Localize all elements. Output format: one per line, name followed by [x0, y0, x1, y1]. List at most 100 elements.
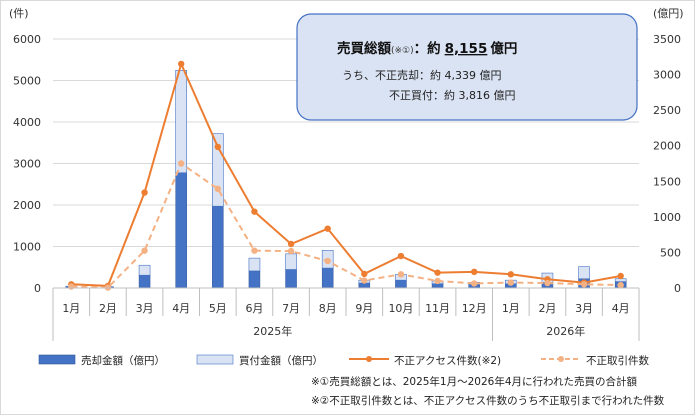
x-tick-label-4: 5月	[209, 302, 227, 315]
right-tick-label-2: 1000	[653, 211, 681, 224]
bar-buy-15	[614, 278, 627, 282]
x-tick-label-5: 6月	[245, 302, 263, 315]
left-tick-label-5: 5000	[13, 75, 41, 88]
point-trade-12	[507, 279, 515, 286]
left-tick-label-6: 6000	[13, 33, 41, 46]
left-tick-label-1: 1000	[13, 241, 41, 254]
bar-sell-9	[395, 279, 407, 289]
x-tick-label-14: 3月	[575, 302, 593, 315]
left-tick-label-2: 2000	[13, 199, 41, 212]
left-tick-label-4: 4000	[13, 116, 41, 129]
bar-sell-6	[285, 269, 297, 289]
legend-item-trade: 不正取引件数	[541, 354, 649, 367]
right-tick-label-7: 3500	[653, 33, 681, 46]
x-tick-label-13: 2月	[538, 302, 556, 315]
legend-marker-trade	[558, 356, 564, 362]
bar-sell-8	[358, 282, 371, 289]
line-trade	[71, 161, 621, 289]
x-tick-label-2: 3月	[136, 302, 154, 315]
x-tick-label-8: 9月	[355, 302, 373, 315]
x-tick-label-11: 12月	[462, 302, 487, 315]
x-tick-label-15: 4月	[612, 302, 630, 315]
info-total-unit: 億円	[490, 40, 517, 57]
info-total-value: 8,155	[445, 41, 488, 57]
bar-sell-2	[138, 274, 151, 289]
point-trade-0	[68, 283, 75, 290]
right-tick-label-5: 2500	[653, 104, 681, 117]
axes: 0 1000 2000 3000 4000 5000 6000 0 500 1000 1500 200…	[13, 33, 681, 341]
x-tick-label-1: 2月	[99, 302, 117, 315]
point-trade-9	[397, 271, 405, 278]
point-access-8	[361, 270, 368, 278]
point-trade-8	[361, 277, 368, 284]
note-1: ※①売買総額とは、2025年1月～2026年4月に行われた売買の合計額	[311, 375, 637, 388]
lines	[68, 60, 624, 291]
point-access-10	[434, 269, 441, 276]
info-title-colon: ：約	[414, 40, 441, 57]
bar-sell-10	[431, 283, 444, 289]
bar-buy-6	[285, 253, 297, 270]
year-label-0: 2025年	[253, 324, 292, 338]
legend-label-buy: 買付金額（億円）	[239, 354, 323, 367]
line-access	[71, 60, 621, 287]
point-trade-13	[544, 279, 551, 287]
legend-item-sell: 売却金額（億円）	[38, 354, 165, 367]
right-tick-label-3: 1500	[653, 175, 681, 188]
point-trade-14	[580, 281, 588, 288]
legend: 売却金額（億円） 買付金額（億円） 不正アクセス件数(※2) 不正取引件数	[38, 354, 649, 367]
note-2: ※②不正取引件数とは、不正アクセス件数のうち不正取引まで行われた件数	[311, 394, 665, 407]
right-tick-label-0: 0	[674, 282, 681, 295]
legend-label-sell: 売却金額（億円）	[81, 354, 165, 367]
point-trade-2	[141, 247, 148, 254]
point-trade-6	[287, 247, 295, 255]
x-tick-label-0: 1月	[62, 302, 80, 315]
point-access-2	[141, 189, 148, 196]
point-trade-3	[177, 160, 185, 167]
year-label-1: 2026年	[546, 324, 585, 338]
point-access-15	[617, 272, 624, 280]
legend-item-buy: 買付金額（億円）	[196, 354, 323, 367]
right-axis-unit: (億円)	[653, 7, 684, 20]
bar-buy-2	[138, 264, 151, 276]
info-box: 売買総額(※①)：約 8,155 億円 うち、不正売却：約 4,339 億円 不正買…	[296, 13, 638, 121]
point-access-7	[324, 225, 331, 232]
right-tick-label-6: 3000	[653, 69, 681, 82]
point-trade-15	[617, 281, 624, 289]
legend-marker-access	[366, 356, 372, 362]
info-line-buy: 不正買付：約 3,816 億円	[389, 88, 515, 102]
point-access-9	[397, 252, 405, 260]
point-access-4	[214, 143, 222, 151]
bar-sell-5	[248, 270, 261, 289]
bar-sell-4	[212, 205, 224, 289]
bar-buy-14	[578, 266, 590, 280]
left-tick-label-3: 3000	[13, 158, 41, 171]
legend-swatch-buy	[196, 354, 234, 365]
point-access-5	[251, 208, 258, 215]
legend-label-trade: 不正取引件数	[586, 354, 649, 367]
info-title-note: (※①)	[391, 46, 414, 56]
bar-buy-3	[175, 70, 187, 174]
x-tick-label-9: 10月	[388, 302, 413, 315]
x-tick-label-12: 1月	[502, 302, 520, 315]
info-line-sell: うち、不正売却：約 4,339 億円	[342, 68, 501, 82]
point-access-12	[507, 271, 515, 278]
point-trade-11	[470, 280, 478, 287]
point-access-11	[470, 268, 478, 276]
point-access-6	[287, 240, 295, 248]
x-tick-label-3: 4月	[172, 302, 190, 315]
x-tick-label-10: 11月	[425, 302, 450, 315]
x-tick-label-7: 8月	[319, 302, 337, 315]
x-tick-label-6: 7月	[282, 302, 300, 315]
left-tick-label-0: 0	[34, 282, 41, 295]
bar-buy-5	[248, 257, 261, 272]
bar-sell-7	[321, 267, 334, 289]
point-trade-7	[324, 257, 331, 265]
bar-sell-3	[175, 172, 187, 289]
point-trade-10	[434, 277, 441, 285]
point-trade-5	[251, 247, 258, 254]
info-title-prefix: 売買総額	[337, 40, 391, 57]
left-axis-unit: (件)	[9, 7, 29, 20]
